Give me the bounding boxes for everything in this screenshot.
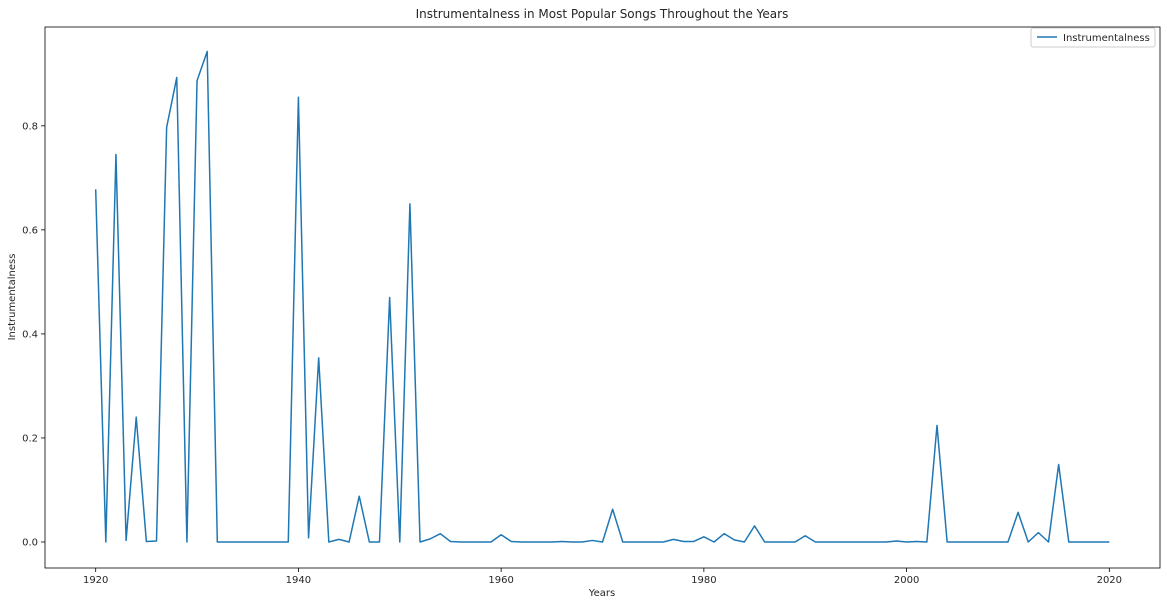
y-tick-label: 0.0 (22, 537, 38, 548)
series-line-instrumentalness (94, 50, 1110, 543)
x-tick-label: 1960 (488, 575, 513, 586)
x-tick-label: 1920 (83, 575, 108, 586)
chart-title: Instrumentalness in Most Popular Songs T… (416, 7, 789, 21)
x-tick-label: 2000 (894, 575, 919, 586)
y-axis-label: Instrumentalness (7, 254, 18, 341)
y-tick-label: 0.2 (22, 433, 38, 444)
x-tick-label: 2020 (1097, 575, 1122, 586)
x-axis-label: Years (588, 588, 615, 599)
y-tick-label: 0.4 (22, 329, 38, 340)
y-tick-label: 0.6 (22, 225, 38, 236)
legend: Instrumentalness (1030, 27, 1156, 48)
y-tick-label: 0.8 (22, 121, 38, 132)
x-tick-label: 1940 (286, 575, 311, 586)
x-tick-label: 1980 (691, 575, 716, 586)
plot-frame (44, 26, 1161, 569)
legend-box (1030, 27, 1156, 48)
legend-label: Instrumentalness (1063, 33, 1150, 44)
y-axis-ticks: 0.0 0.2 0.4 0.6 0.8 (22, 121, 45, 548)
x-axis-ticks: 1920 1940 1960 1980 2000 2020 (83, 568, 1122, 586)
